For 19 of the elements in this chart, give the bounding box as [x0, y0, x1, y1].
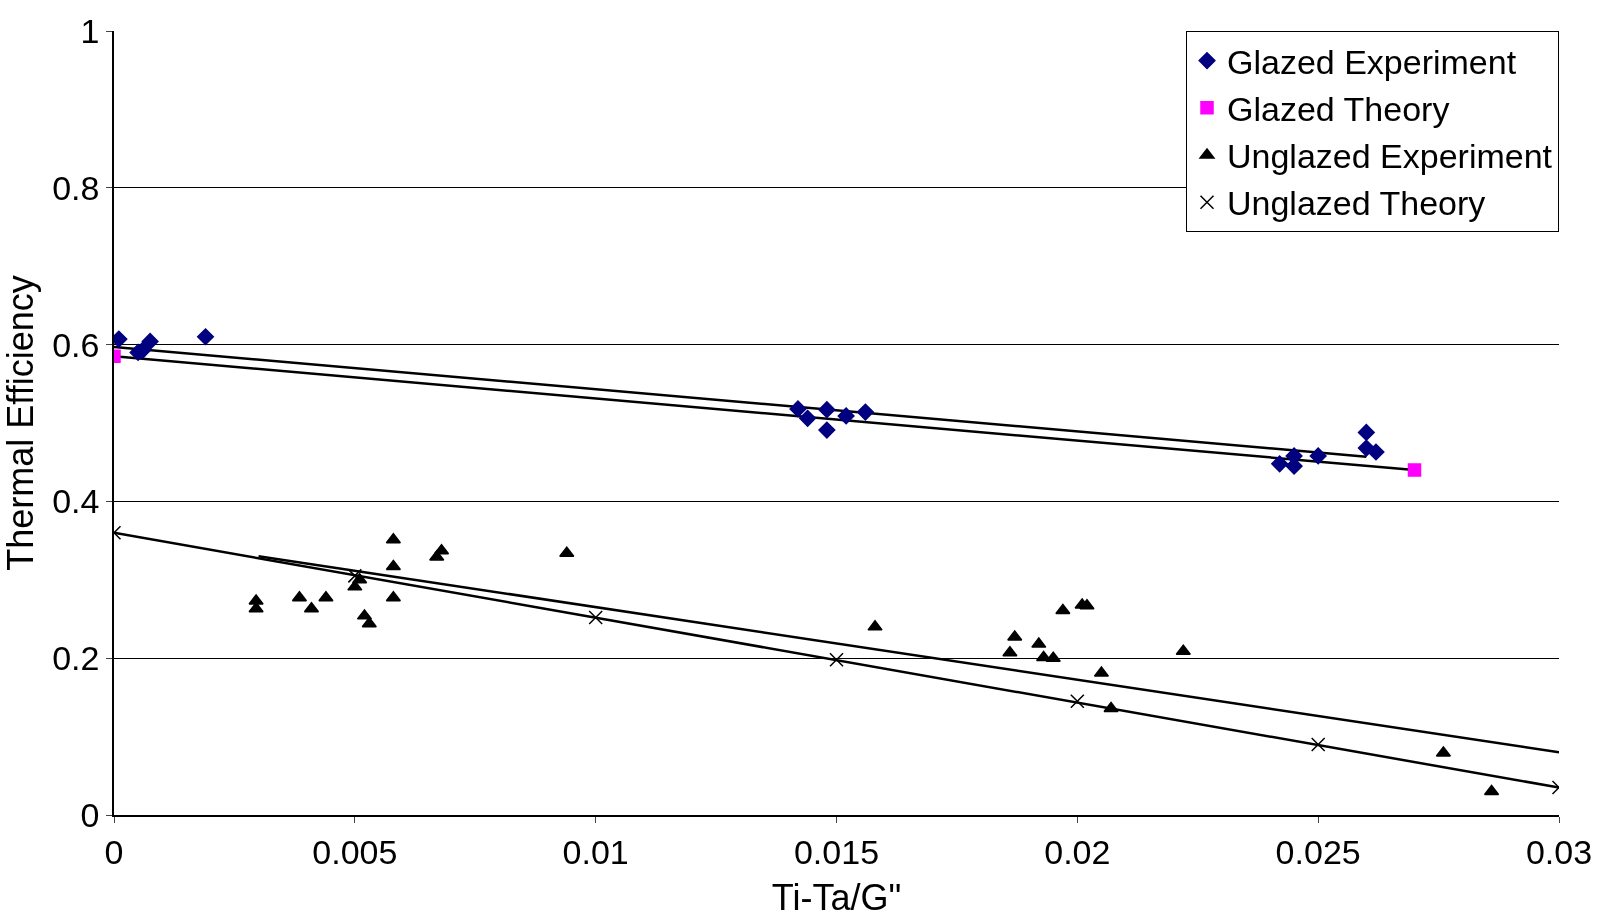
legend-label: Unglazed Experiment — [1227, 137, 1553, 176]
x-tick-label: 0.01 — [562, 832, 629, 871]
y-tick-label: 0 — [80, 795, 100, 834]
x-axis-title: Ti-Ta/G" — [771, 876, 902, 918]
x-tick-label: 0.02 — [1044, 832, 1111, 871]
x-tick-label: 0 — [104, 832, 124, 871]
legend-label: Glazed Theory — [1227, 90, 1450, 129]
x-tick-label: 0.03 — [1525, 832, 1593, 871]
y-tick-label: 0.4 — [52, 482, 100, 521]
legend-label: Unglazed Theory — [1227, 184, 1486, 223]
x-tick-label: 0.015 — [793, 832, 880, 871]
y-tick-label: 0.8 — [52, 168, 100, 207]
x-tick-label: 0.005 — [312, 832, 398, 871]
y-tick-label: 1 — [80, 11, 100, 50]
y-tick-label: 0.2 — [52, 639, 100, 678]
y-tick-label: 0.6 — [52, 325, 100, 364]
x-tick-label: 0.025 — [1275, 832, 1361, 871]
y-axis-title: Thermal Efficiency — [0, 275, 41, 571]
legend-label: Glazed Experiment — [1227, 42, 1517, 81]
